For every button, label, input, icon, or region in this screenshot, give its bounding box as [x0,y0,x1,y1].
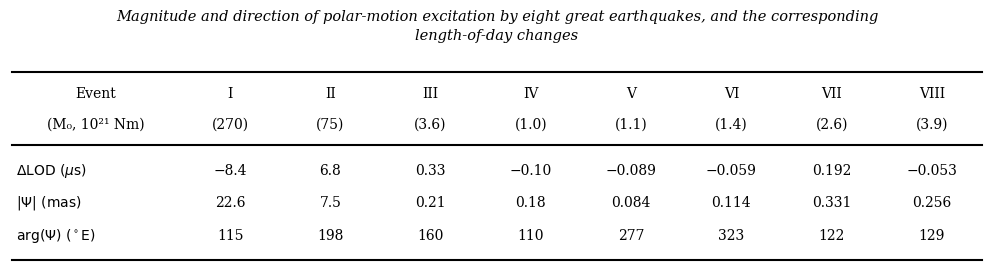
Text: 6.8: 6.8 [319,164,341,178]
Text: 0.114: 0.114 [712,196,751,210]
Text: 0.331: 0.331 [812,196,851,210]
Text: 198: 198 [317,229,344,243]
Text: II: II [325,87,336,101]
Text: (1.1): (1.1) [614,117,647,131]
Text: VII: VII [821,87,842,101]
Text: −0.059: −0.059 [706,164,756,178]
Text: (M₀, 10²¹ Nm): (M₀, 10²¹ Nm) [47,117,145,131]
Text: 22.6: 22.6 [215,196,246,210]
Text: (1.4): (1.4) [715,117,747,131]
Text: 129: 129 [918,229,945,243]
Text: 115: 115 [217,229,244,243]
Text: $|\Psi|$ (mas): $|\Psi|$ (mas) [16,194,82,212]
Text: −0.089: −0.089 [605,164,657,178]
Text: −0.10: −0.10 [510,164,552,178]
Text: Event: Event [76,87,116,101]
Text: (75): (75) [316,117,345,131]
Text: VIII: VIII [918,87,945,101]
Text: 160: 160 [417,229,443,243]
Text: 323: 323 [719,229,745,243]
Text: (3.6): (3.6) [414,117,447,131]
Text: −8.4: −8.4 [214,164,247,178]
Text: VI: VI [724,87,740,101]
Text: 0.084: 0.084 [611,196,651,210]
Text: (2.6): (2.6) [815,117,848,131]
Text: 122: 122 [818,229,845,243]
Text: IV: IV [523,87,539,101]
Text: 0.18: 0.18 [516,196,546,210]
Text: 0.21: 0.21 [415,196,446,210]
Text: 0.33: 0.33 [415,164,446,178]
Text: 277: 277 [618,229,644,243]
Text: Magnitude and direction of polar-motion excitation by eight great earthquakes, a: Magnitude and direction of polar-motion … [116,10,878,43]
Text: $\Delta$LOD ($\mu$s): $\Delta$LOD ($\mu$s) [16,162,86,180]
Text: arg($\Psi$) ($^\circ$E): arg($\Psi$) ($^\circ$E) [16,227,95,245]
Text: 7.5: 7.5 [319,196,341,210]
Text: 0.256: 0.256 [912,196,951,210]
Text: I: I [228,87,233,101]
Text: 110: 110 [518,229,544,243]
Text: (3.9): (3.9) [915,117,948,131]
Text: III: III [422,87,438,101]
Text: V: V [626,87,636,101]
Text: 0.192: 0.192 [812,164,851,178]
Text: (270): (270) [212,117,248,131]
Text: −0.053: −0.053 [907,164,957,178]
Text: (1.0): (1.0) [515,117,547,131]
